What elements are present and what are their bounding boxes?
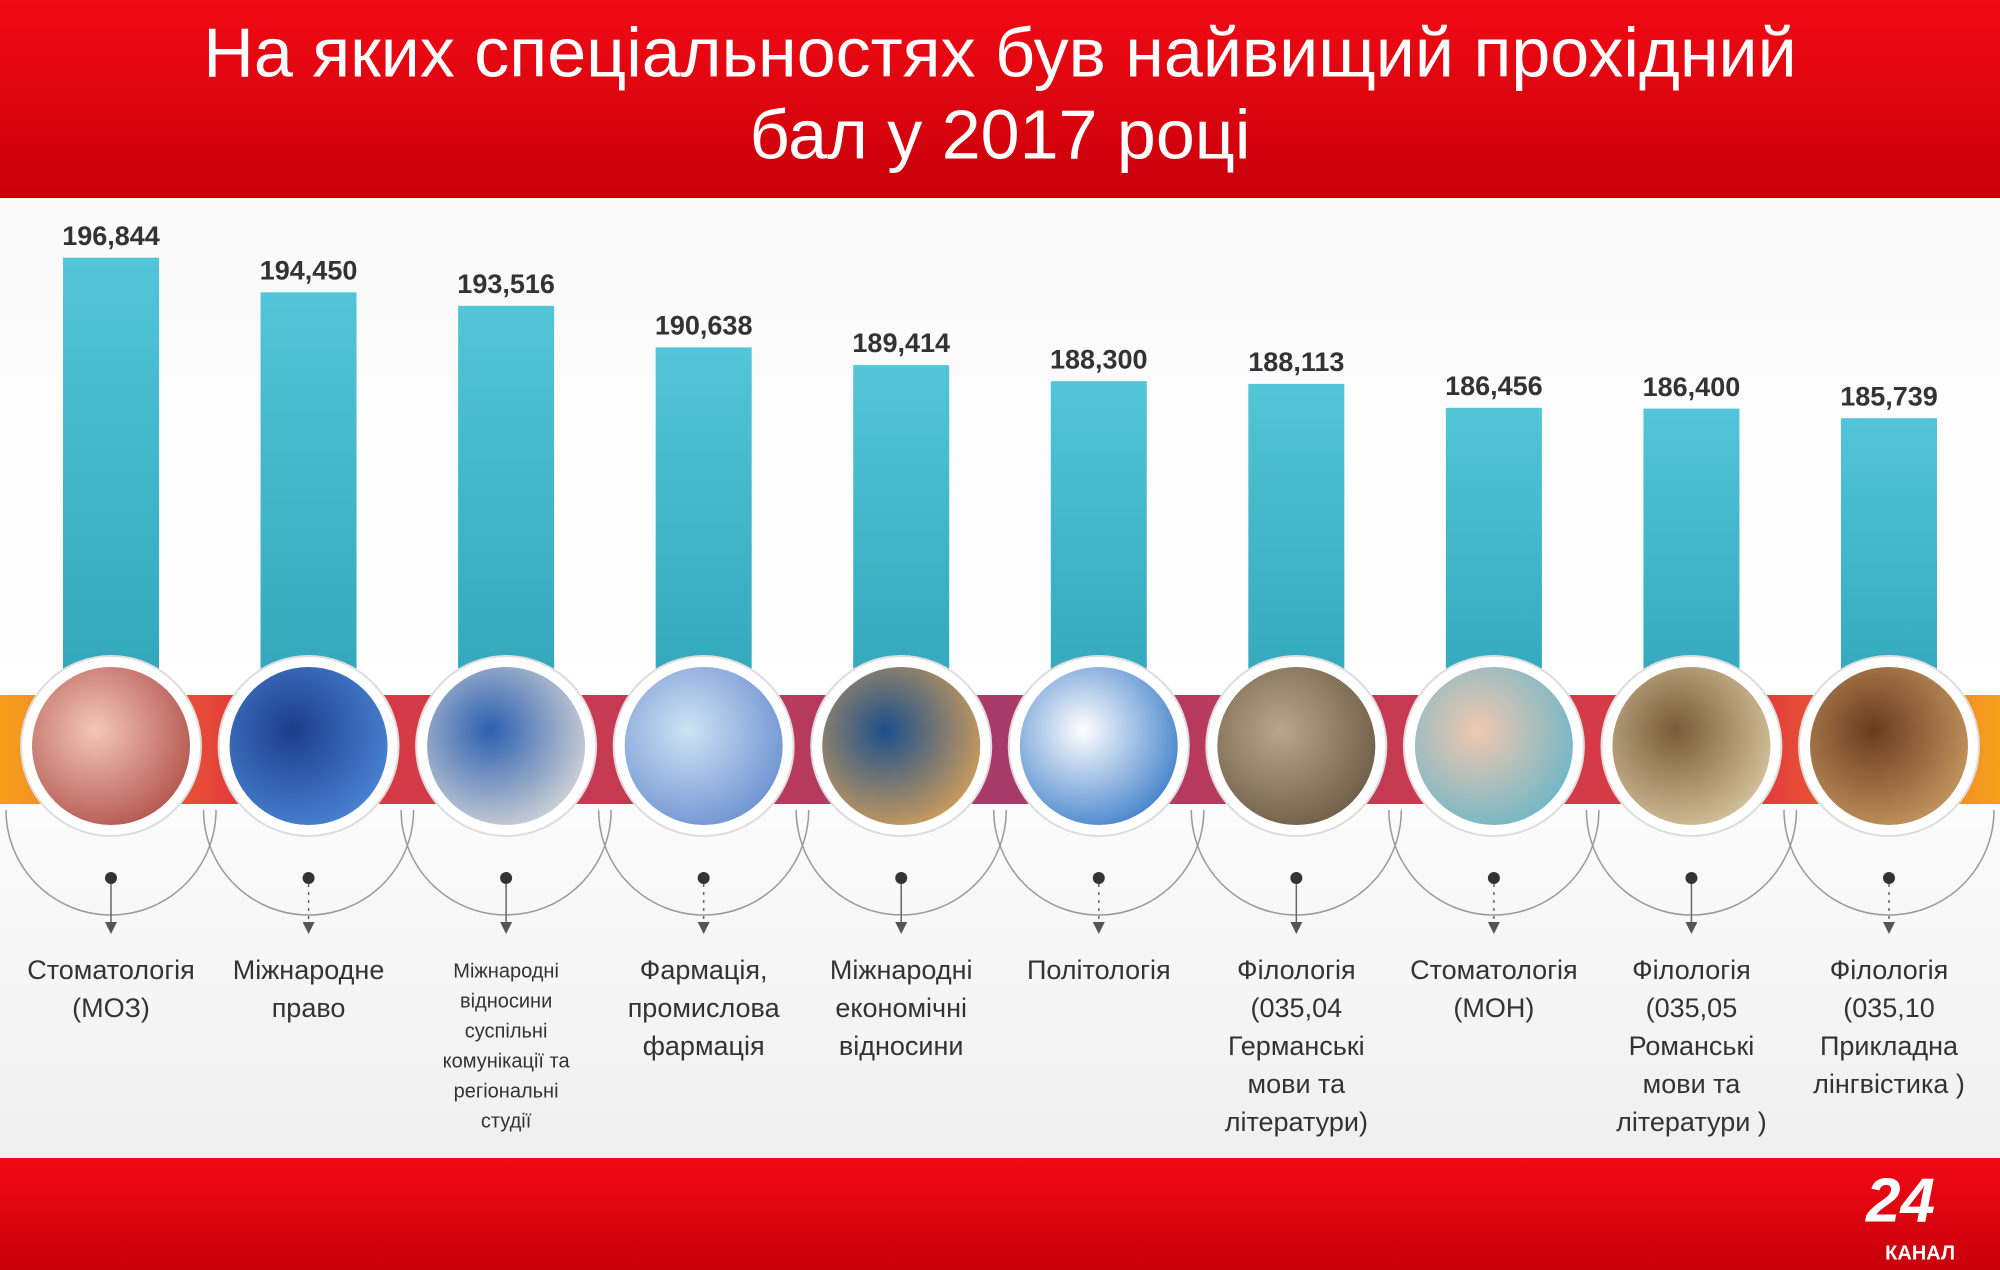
arrow: [895, 922, 908, 934]
value-label: 186,456: [1445, 371, 1543, 401]
category-label: регіональні: [454, 1080, 559, 1102]
value-label: 196,844: [62, 221, 160, 251]
category-label: відносини: [460, 990, 552, 1012]
category-label: Романські: [1629, 1031, 1755, 1061]
dot: [697, 872, 710, 884]
category-label: економічні: [835, 993, 967, 1023]
arrow: [1487, 922, 1500, 934]
category-label: мови та: [1248, 1069, 1347, 1099]
category-label: відносини: [839, 1031, 964, 1061]
category-label: Філологія: [1632, 955, 1751, 985]
dot: [1685, 872, 1698, 884]
arrow: [1883, 922, 1895, 934]
dot: [1487, 872, 1500, 884]
footer: [0, 1158, 2000, 1270]
dot: [1883, 872, 1895, 884]
category-label: Стоматологія: [27, 955, 195, 985]
value-label: 188,113: [1248, 347, 1344, 377]
circle-image: [1612, 667, 1771, 825]
category-label: Германські: [1228, 1031, 1365, 1061]
value-label: 193,516: [457, 269, 555, 299]
arrow: [500, 922, 513, 934]
dot: [895, 872, 908, 884]
category-label: Міжнародні: [453, 960, 559, 982]
value-label: 185,739: [1840, 381, 1938, 411]
circle-image: [32, 667, 190, 825]
category-label: літератури): [1225, 1107, 1368, 1137]
category-label: мови та: [1643, 1069, 1742, 1099]
arrow: [1092, 922, 1105, 934]
arrow: [302, 922, 315, 934]
dot: [105, 872, 117, 884]
dot: [1290, 872, 1303, 884]
dot: [302, 872, 315, 884]
circle-image: [1019, 667, 1178, 825]
category-label: літератури ): [1616, 1107, 1767, 1137]
category-label: Філологія: [1830, 955, 1949, 985]
arc: [597, 809, 810, 916]
circle-image: [822, 667, 981, 825]
category-label: промислова: [628, 993, 781, 1023]
category-label: Міжнародне: [233, 955, 385, 985]
value-label: 194,450: [260, 255, 358, 285]
bar: [63, 257, 159, 729]
category-label: Фармація,: [640, 955, 768, 985]
circle-image: [624, 667, 783, 825]
category-label: (035,10: [1843, 993, 1935, 1023]
arc: [202, 809, 415, 916]
category-label: комунікації та: [443, 1050, 571, 1072]
category-label: Політологія: [1027, 955, 1171, 985]
title-line: бал у 2017 році: [750, 95, 1251, 173]
category-label: лінгвістика ): [1813, 1069, 1965, 1099]
value-label: 189,414: [852, 328, 950, 358]
circle-image: [427, 667, 586, 825]
category-label: (МОН): [1453, 993, 1534, 1023]
arc: [993, 809, 1205, 916]
logo-number: 24: [1865, 1166, 1935, 1235]
category-label: (035,04: [1251, 993, 1343, 1023]
value-label: 190,638: [655, 311, 753, 341]
value-label: 188,300: [1050, 344, 1148, 374]
arc: [1388, 809, 1600, 916]
dot: [500, 872, 513, 884]
arrow: [105, 922, 117, 934]
dot: [1092, 872, 1105, 884]
circle-image: [229, 667, 388, 825]
category-label: Прикладна: [1820, 1031, 1959, 1061]
value-label: 186,400: [1643, 372, 1741, 402]
circle-image: [1217, 667, 1376, 825]
circle-image: [1414, 667, 1573, 825]
title-line: На яких спеціальностях був найвищий прох…: [203, 13, 1796, 91]
arrow: [697, 922, 710, 934]
category-label: суспільні: [465, 1020, 548, 1042]
foreground: Стоматологія (МОЗ) Міжнародне право Міжнарод…: [5, 655, 1995, 1137]
category-label: право: [272, 993, 346, 1023]
logo-text: КАНАЛ: [1885, 1242, 1955, 1264]
header: [0, 0, 2000, 198]
arrow: [1290, 922, 1303, 934]
category-label: Стоматологія: [1410, 955, 1578, 985]
category-label: Міжнародні: [830, 955, 973, 985]
category-label: Філологія: [1237, 955, 1356, 985]
arrow: [1685, 922, 1698, 934]
category-label: (035,05: [1646, 993, 1738, 1023]
category-label: (МОЗ): [72, 993, 150, 1023]
circle-image: [1810, 667, 1968, 825]
arc: [1783, 809, 1995, 916]
category-label: фармація: [643, 1031, 765, 1061]
category-label: студії: [481, 1110, 532, 1132]
